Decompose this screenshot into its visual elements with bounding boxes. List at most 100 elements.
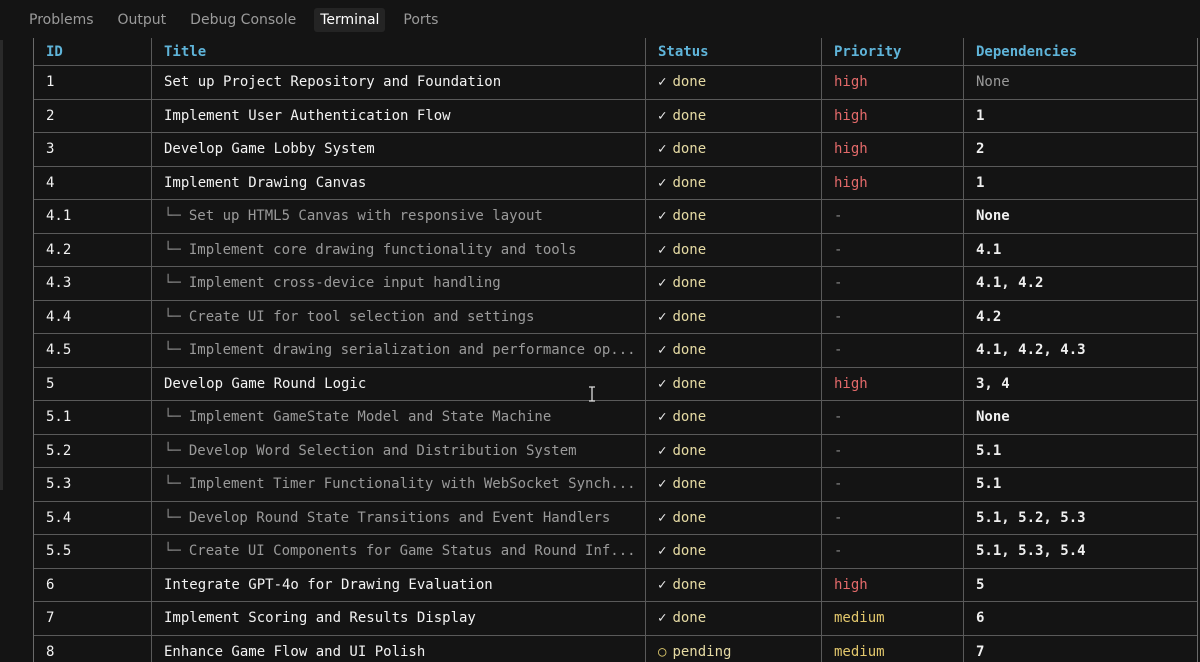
task-dependencies-cell: 4.2 (964, 301, 1195, 334)
priority-text: - (834, 208, 843, 225)
task-dependencies-cell: 5.1, 5.2, 5.3 (964, 502, 1195, 535)
task-dependencies-cell: 4.1, 4.2, 4.3 (964, 334, 1195, 367)
panel-tab-bar: Problems Output Debug Console Terminal P… (0, 0, 1200, 40)
task-dependencies-cell: None (964, 401, 1195, 434)
task-status-cell: ○ pending (646, 635, 822, 662)
task-priority-cell: - (822, 233, 964, 266)
tree-branch-icon: └─ (164, 409, 181, 426)
check-icon: ✓ (658, 74, 667, 91)
task-id: 6 (46, 576, 55, 593)
table-row: 8 Enhance Game Flow and UI Polish ○ pending… (34, 635, 1197, 662)
tree-branch-icon: └─ (164, 241, 181, 258)
dependencies-text: 5.1, 5.2, 5.3 (976, 509, 1086, 526)
task-id: 4.4 (46, 308, 72, 325)
task-title-cell: Integrate GPT-4o for Drawing Evaluation (152, 568, 646, 601)
table-header-row: ID Title Status Priority Dependencies (34, 38, 1197, 66)
task-id-cell: 1 (34, 66, 152, 99)
table-row: 5.5 └─ Create UI Components for Game Statu… (34, 535, 1197, 569)
tree-branch-icon: └─ (164, 442, 181, 459)
task-status-cell: ✓ done (646, 434, 822, 467)
task-status-cell: ✓ done (646, 166, 822, 199)
task-id-cell: 3 (34, 133, 152, 166)
check-icon: ✓ (658, 375, 667, 392)
check-icon: ✓ (658, 610, 667, 627)
task-id: 5.5 (46, 543, 72, 560)
dependencies-text: None (976, 409, 1010, 426)
status-text: done (672, 342, 707, 359)
tab-output[interactable]: Output (117, 12, 167, 28)
table-row: 4 Implement Drawing Canvas ✓ done high 1 (34, 166, 1197, 200)
check-icon: ✓ (658, 476, 667, 493)
task-id-cell: 4.5 (34, 334, 152, 367)
tab-debug-console[interactable]: Debug Console (190, 12, 297, 28)
check-icon: ✓ (658, 342, 667, 359)
priority-text: - (834, 409, 843, 426)
task-id: 2 (46, 107, 55, 124)
task-id: 4.1 (46, 208, 72, 225)
task-status-cell: ✓ done (646, 501, 822, 534)
task-dependencies-cell: 4.1 (964, 234, 1195, 267)
status-text: pending (672, 643, 732, 660)
task-id-cell: 5.5 (34, 535, 152, 568)
dependencies-text: 6 (976, 610, 985, 627)
status-text: done (672, 576, 707, 593)
task-priority-cell: high (822, 99, 964, 132)
task-status-cell: ✓ done (646, 401, 822, 434)
task-id-cell: 4.4 (34, 300, 152, 333)
table-row: 5.3 └─ Implement Timer Functionality with … (34, 468, 1197, 502)
circle-icon: ○ (658, 643, 667, 660)
table-row: 1 Set up Project Repository and Foundatio… (34, 66, 1197, 100)
task-title-cell: └─ Develop Round State Transitions and Ev… (152, 501, 646, 534)
task-id-cell: 4.2 (34, 233, 152, 266)
task-dependencies-cell: 5.1 (964, 435, 1195, 468)
subtask-title: Create UI Components for Game Status and… (188, 543, 636, 560)
task-priority-cell: high (822, 166, 964, 199)
priority-text: - (834, 342, 843, 359)
check-icon: ✓ (658, 107, 667, 124)
task-priority-cell: - (822, 300, 964, 333)
dependencies-text: 4.1 (976, 241, 1002, 258)
check-icon: ✓ (658, 141, 667, 158)
table-row: 4.5 └─ Implement drawing serialization and… (34, 334, 1197, 368)
header-id: ID (34, 38, 152, 65)
panel-left-edge (0, 40, 3, 490)
status-text: done (672, 308, 707, 325)
status-text: done (672, 543, 707, 560)
dependencies-text: 1 (976, 174, 985, 191)
subtask-title: Develop Round State Transitions and Even… (188, 509, 611, 526)
task-title-cell: └─ Develop Word Selection and Distributio… (152, 434, 646, 467)
subtask-title: Implement cross-device input handling (188, 275, 501, 292)
task-title: Implement User Authentication Flow (164, 107, 451, 124)
task-priority-cell: medium (822, 635, 964, 662)
table-row: 6 Integrate GPT-4o for Drawing Evaluation… (34, 568, 1197, 602)
task-priority-cell: high (822, 133, 964, 166)
tab-terminal[interactable]: Terminal (314, 8, 386, 32)
task-priority-cell: medium (822, 602, 964, 635)
dependencies-text: 5 (976, 576, 985, 593)
task-id: 3 (46, 141, 55, 158)
check-icon: ✓ (658, 308, 667, 325)
task-status-cell: ✓ done (646, 300, 822, 333)
status-text: done (672, 141, 707, 158)
task-dependencies-cell: 6 (964, 602, 1195, 635)
task-title: Set up Project Repository and Foundation (164, 74, 502, 91)
subtask-title: Create UI for tool selection and setting… (188, 308, 535, 325)
status-text: done (672, 275, 707, 292)
table-row: 4.1 └─ Set up HTML5 Canvas with responsive… (34, 200, 1197, 234)
task-id: 4 (46, 174, 55, 191)
check-icon: ✓ (658, 208, 667, 225)
task-priority-cell: high (822, 367, 964, 400)
header-dependencies: Dependencies (976, 43, 1078, 60)
tab-ports[interactable]: Ports (403, 12, 439, 28)
tree-branch-icon: └─ (164, 509, 181, 526)
task-title: Implement Drawing Canvas (164, 174, 367, 191)
task-dependencies-cell: 3, 4 (964, 368, 1195, 401)
tab-problems[interactable]: Problems (29, 12, 94, 28)
dependencies-text: 1 (976, 107, 985, 124)
priority-text: high (834, 107, 868, 124)
status-text: done (672, 375, 707, 392)
task-priority-cell: - (822, 501, 964, 534)
task-title-cell: └─ Implement core drawing functionality a… (152, 233, 646, 266)
check-icon: ✓ (658, 174, 667, 191)
